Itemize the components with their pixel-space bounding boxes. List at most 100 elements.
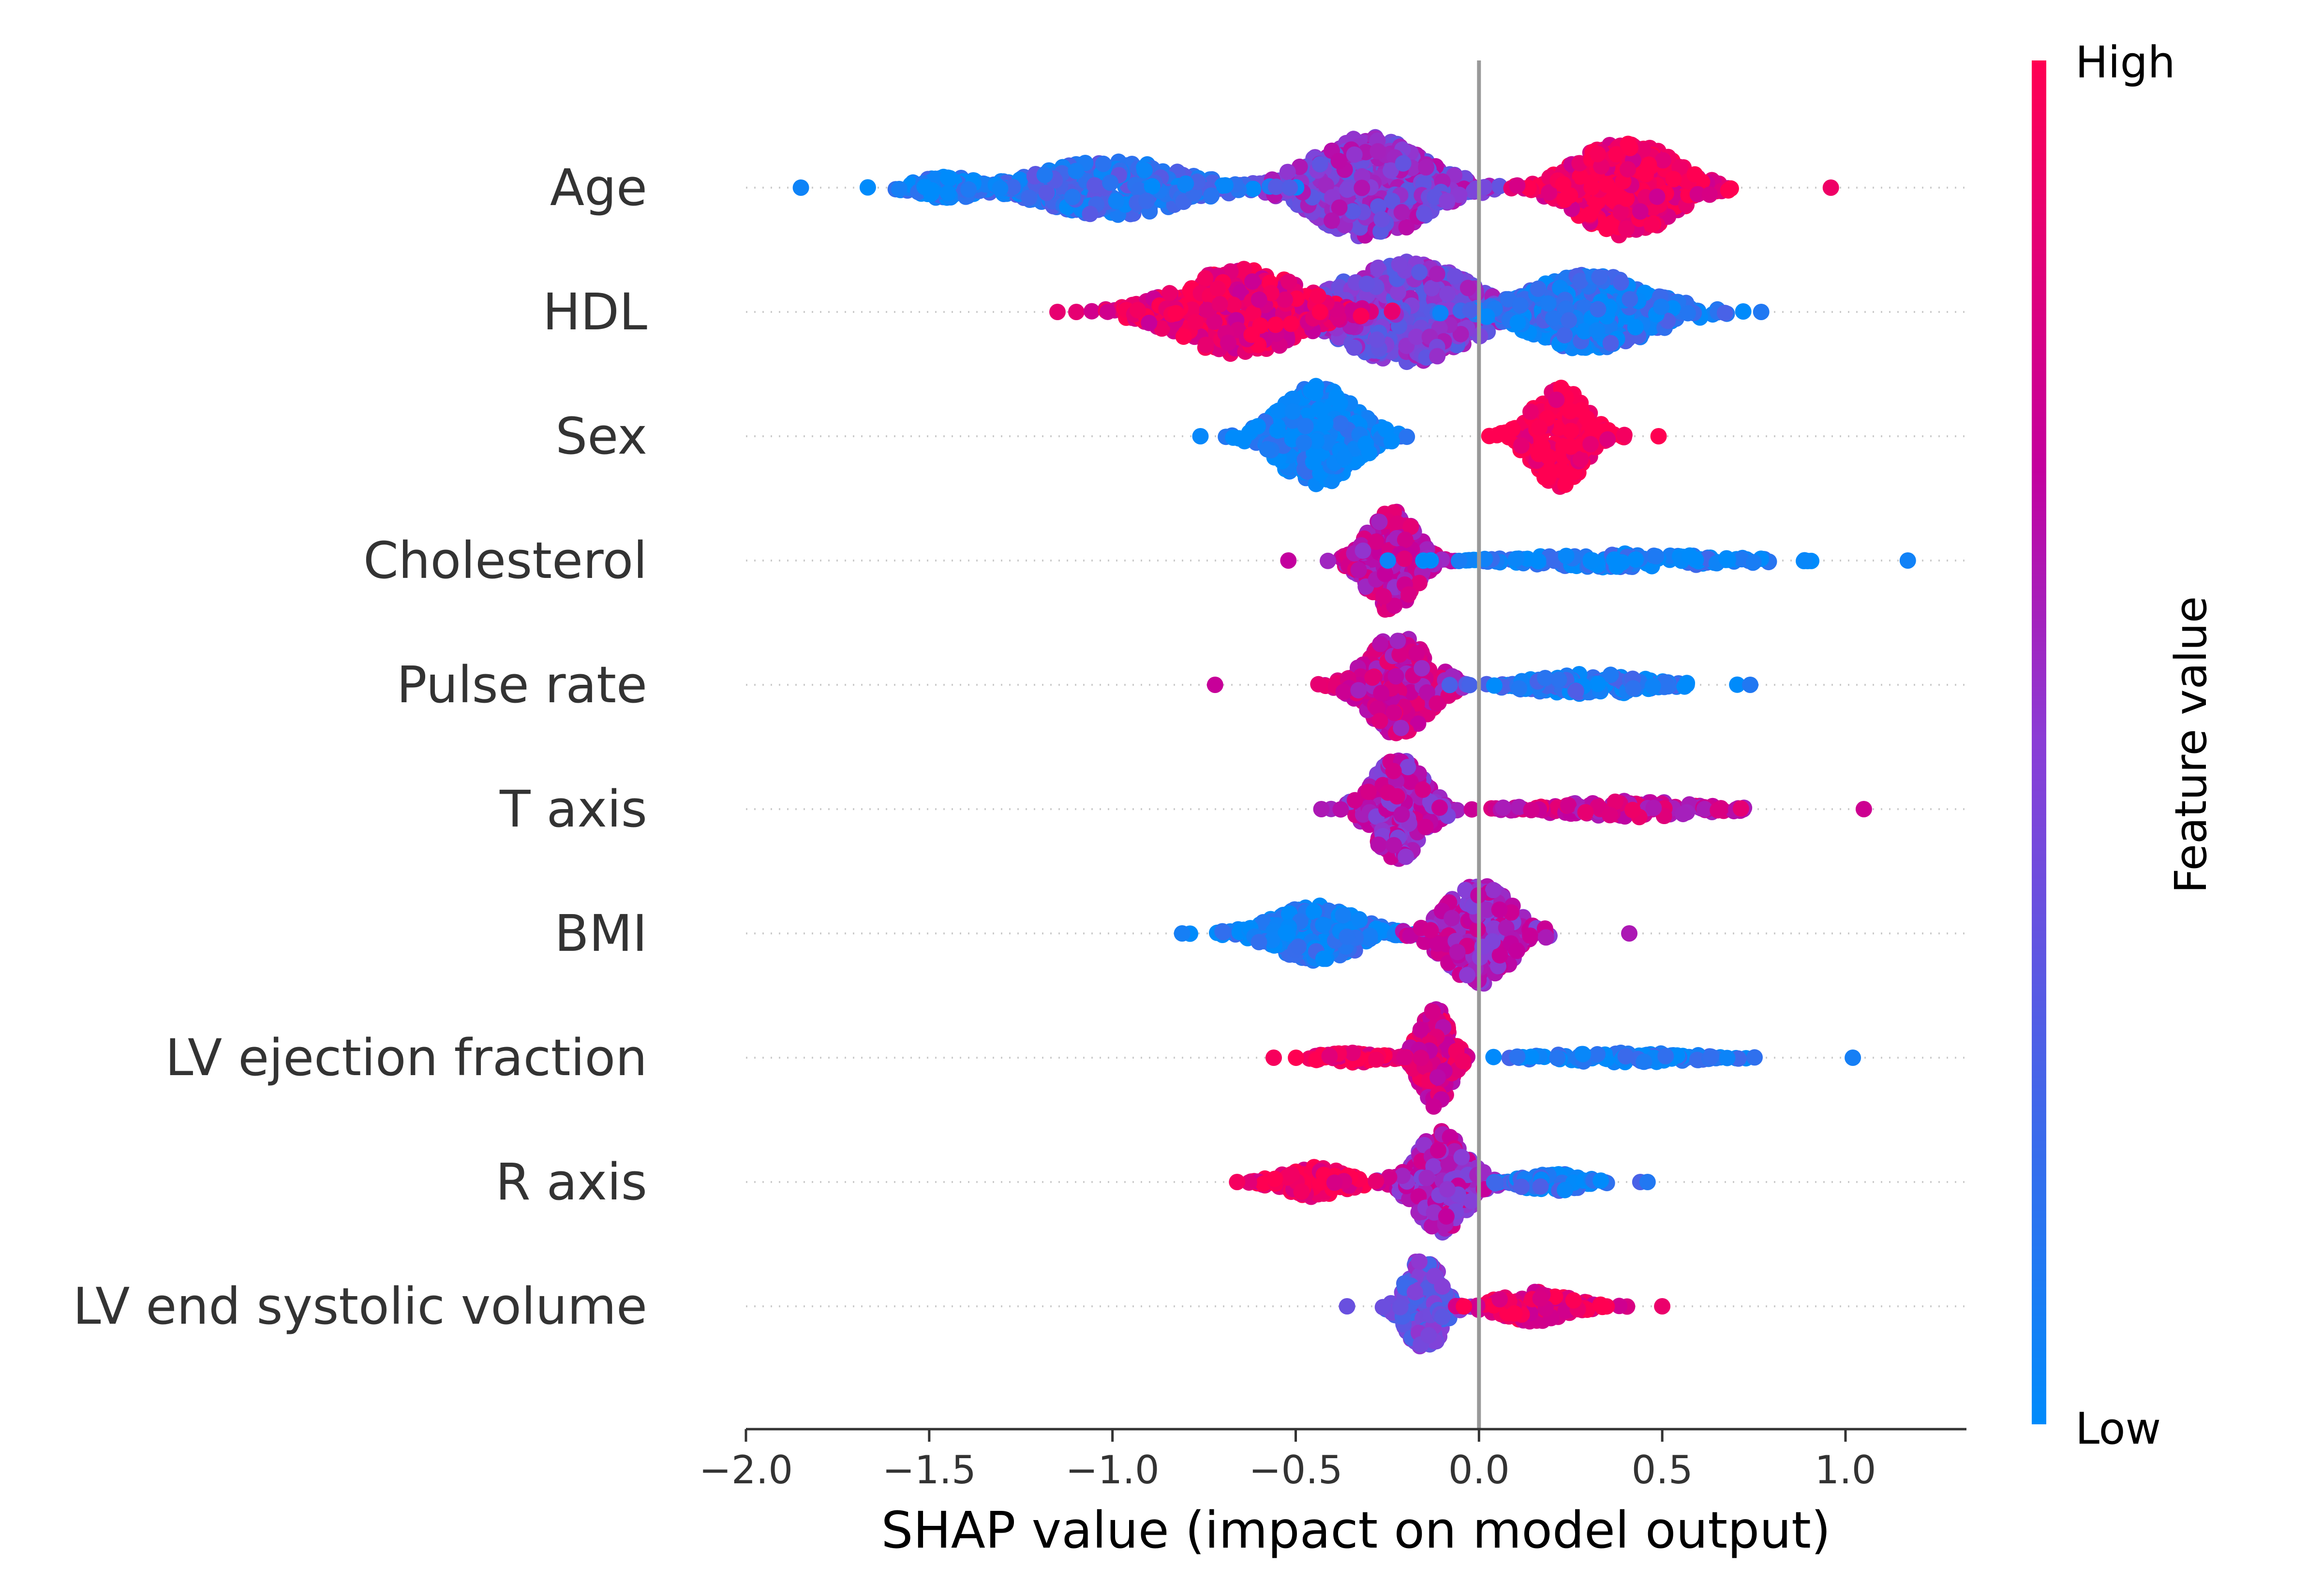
- beeswarm-point: [1513, 437, 1530, 454]
- beeswarm-point: [1414, 660, 1430, 677]
- beeswarm-point: [1411, 264, 1428, 281]
- beeswarm-point: [1581, 206, 1598, 223]
- beeswarm-point: [1572, 272, 1589, 289]
- beeswarm-point: [1021, 189, 1038, 206]
- beeswarm-point: [1375, 588, 1392, 605]
- beeswarm-point: [1512, 297, 1529, 314]
- beeswarm-point: [891, 180, 908, 197]
- beeswarm-point: [1540, 295, 1557, 312]
- beeswarm-point: [1144, 178, 1161, 195]
- beeswarm-point: [1393, 720, 1410, 737]
- beeswarm-point: [1680, 305, 1696, 322]
- beeswarm-point: [1582, 436, 1599, 453]
- beeswarm-point: [1192, 428, 1209, 444]
- beeswarm-point: [1320, 552, 1336, 569]
- beeswarm-point: [1281, 179, 1298, 196]
- beeswarm-point: [1244, 273, 1261, 290]
- beeswarm-point: [1350, 682, 1367, 699]
- beeswarm-point: [1720, 551, 1736, 568]
- beeswarm-point: [1602, 666, 1619, 683]
- beeswarm-point: [1108, 192, 1125, 209]
- beeswarm-point: [1259, 441, 1276, 458]
- beeswarm-point: [1649, 188, 1666, 205]
- beeswarm-point: [1645, 799, 1662, 816]
- beeswarm-point: [1388, 788, 1405, 805]
- beeswarm-point: [1373, 211, 1390, 228]
- beeswarm-point: [1541, 184, 1558, 201]
- beeswarm-point: [1561, 312, 1578, 329]
- beeswarm-point: [1463, 801, 1480, 818]
- beeswarm-point: [1357, 435, 1374, 452]
- beeswarm-point: [1346, 146, 1363, 163]
- beeswarm-point: [1370, 198, 1387, 215]
- beeswarm-points: [792, 129, 1916, 1355]
- beeswarm-point: [1282, 315, 1299, 332]
- beeswarm-point: [1422, 552, 1439, 569]
- beeswarm-point: [1369, 700, 1386, 717]
- beeswarm-point: [1610, 188, 1627, 205]
- beeswarm-point: [1431, 799, 1448, 816]
- beeswarm-point: [1572, 451, 1589, 468]
- beeswarm-point: [1899, 552, 1916, 569]
- beeswarm-point: [1385, 704, 1402, 721]
- beeswarm-point: [1644, 678, 1661, 695]
- beeswarm-point: [916, 178, 933, 195]
- beeswarm-point: [1419, 684, 1435, 701]
- beeswarm-point: [1531, 419, 1548, 436]
- beeswarm-point: [1608, 146, 1625, 163]
- beeswarm-point: [1583, 179, 1600, 196]
- beeswarm-point: [859, 179, 876, 196]
- beeswarm-point: [1612, 274, 1629, 291]
- beeswarm-point: [1384, 303, 1400, 320]
- beeswarm-point: [1563, 423, 1579, 440]
- beeswarm-point: [1387, 668, 1404, 685]
- beeswarm-point: [1267, 316, 1284, 333]
- beeswarm-point: [1511, 680, 1528, 697]
- beeswarm-point: [1459, 280, 1476, 296]
- beeswarm-point: [1735, 303, 1752, 320]
- beeswarm-point: [1099, 303, 1116, 320]
- beeswarm-point: [1004, 179, 1021, 195]
- beeswarm-point: [1451, 186, 1468, 203]
- beeswarm-point: [1563, 438, 1579, 455]
- beeswarm-point: [1354, 168, 1370, 185]
- beeswarm-point: [1590, 798, 1607, 815]
- beeswarm-point: [1573, 402, 1590, 419]
- beeswarm-point: [1315, 950, 1332, 967]
- beeswarm-point: [1280, 552, 1297, 569]
- beeswarm-point: [1625, 680, 1642, 697]
- beeswarm-point: [1217, 177, 1234, 194]
- beeswarm-point: [1136, 162, 1153, 178]
- beeswarm-point: [1203, 187, 1220, 204]
- beeswarm-point: [1648, 548, 1665, 565]
- beeswarm-point: [1408, 328, 1425, 345]
- beeswarm-point: [1167, 305, 1184, 322]
- beeswarm-point: [1612, 204, 1629, 221]
- beeswarm-point: [1622, 291, 1638, 308]
- beeswarm-point: [960, 181, 977, 198]
- beeswarm-point: [1558, 547, 1575, 564]
- beeswarm-point: [1384, 192, 1400, 209]
- beeswarm-point: [1279, 163, 1296, 180]
- beeswarm-point: [1396, 550, 1413, 567]
- beeswarm-point: [1461, 677, 1478, 694]
- beeswarm-point: [1616, 427, 1633, 443]
- beeswarm-point: [1209, 280, 1226, 297]
- beeswarm-point: [1509, 177, 1526, 194]
- beeswarm-point: [1650, 428, 1667, 444]
- beeswarm-point: [1068, 304, 1085, 320]
- beeswarm-point: [1429, 695, 1445, 712]
- beeswarm-point: [1083, 303, 1100, 320]
- beeswarm-point: [1679, 675, 1696, 692]
- beeswarm-point: [1371, 712, 1388, 729]
- beeswarm-point: [1336, 449, 1353, 466]
- beeswarm-point: [1598, 176, 1615, 193]
- beeswarm-point: [1622, 140, 1638, 157]
- beeswarm-point: [1206, 677, 1223, 693]
- beeswarm-point: [1153, 320, 1170, 337]
- beeswarm-point: [1295, 434, 1312, 451]
- beeswarm-point: [1358, 275, 1375, 292]
- beeswarm-point: [1423, 280, 1440, 296]
- beeswarm-point: [1297, 418, 1314, 434]
- beeswarm-point: [1335, 683, 1352, 700]
